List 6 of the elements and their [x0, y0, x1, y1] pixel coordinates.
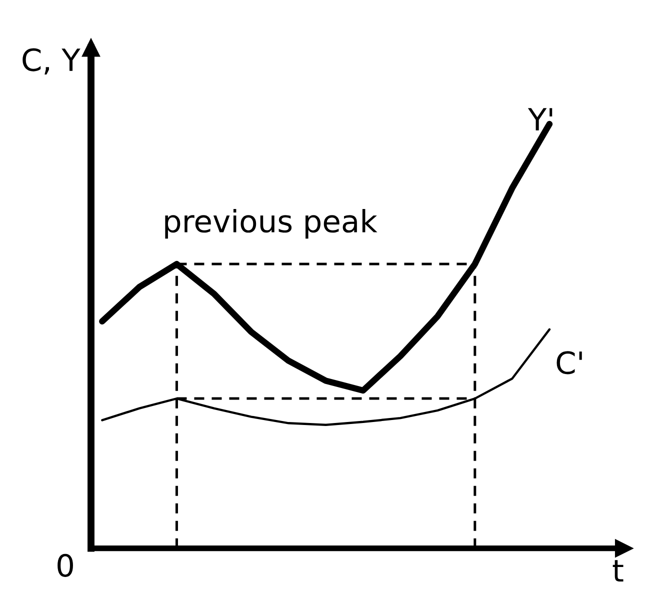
series-label: C'	[556, 351, 582, 374]
text: 0	[58, 554, 73, 577]
series-label: Y'	[528, 108, 552, 130]
annotation: previous peak	[165, 209, 378, 239]
x-axis-title: t	[612, 560, 624, 582]
y-axis-title: C, Y	[22, 48, 80, 74]
